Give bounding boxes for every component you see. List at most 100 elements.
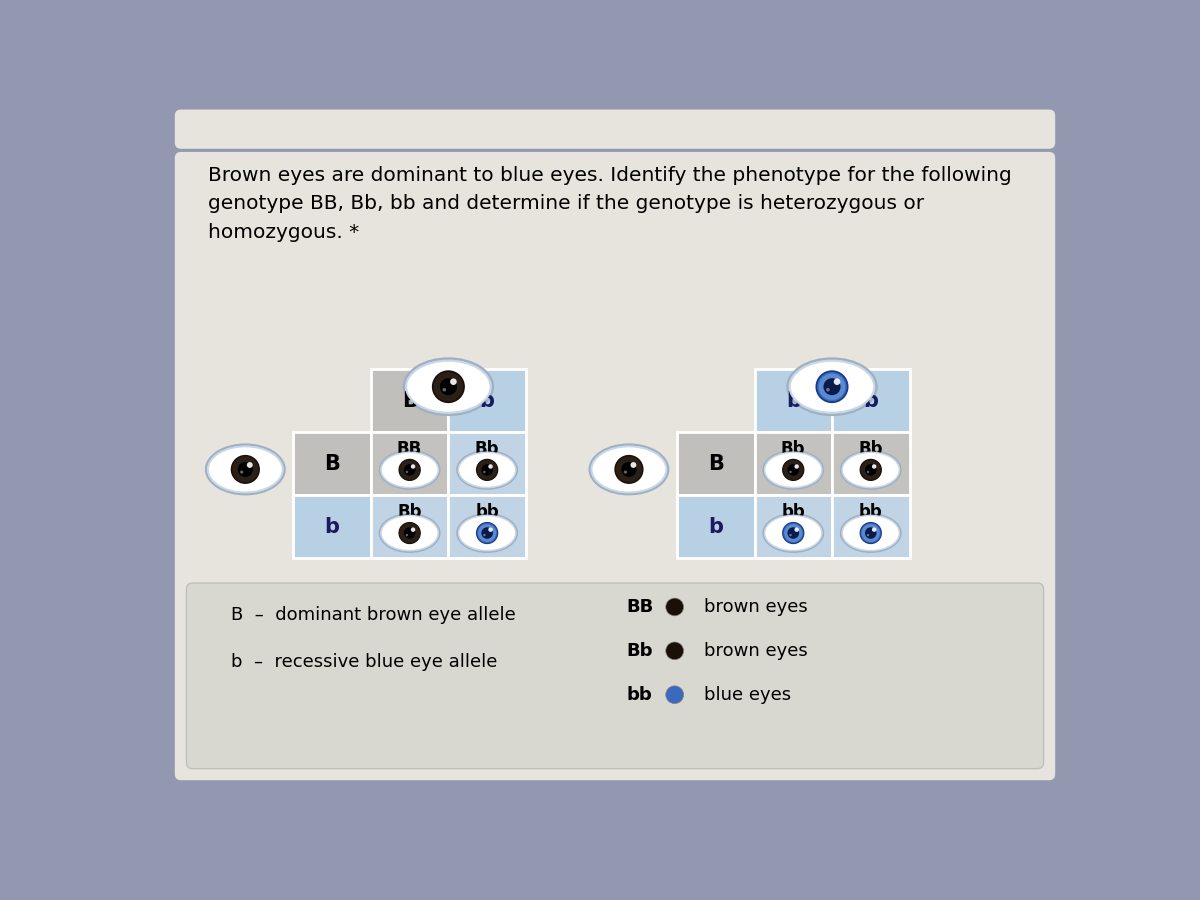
Bar xyxy=(755,432,832,495)
Circle shape xyxy=(488,527,493,532)
Bar xyxy=(755,369,832,432)
Circle shape xyxy=(238,462,253,477)
Bar xyxy=(832,495,910,558)
Text: Bb: Bb xyxy=(397,503,422,521)
Text: blue eyes: blue eyes xyxy=(704,686,791,704)
FancyBboxPatch shape xyxy=(175,152,1055,780)
Circle shape xyxy=(232,455,259,483)
Bar xyxy=(832,369,910,432)
Circle shape xyxy=(400,523,420,544)
Circle shape xyxy=(400,459,420,481)
Text: bb: bb xyxy=(859,503,883,521)
Ellipse shape xyxy=(592,446,666,492)
Circle shape xyxy=(404,464,415,476)
Circle shape xyxy=(865,464,876,476)
Ellipse shape xyxy=(790,361,875,413)
Bar xyxy=(677,432,755,495)
Circle shape xyxy=(826,388,829,392)
Bar xyxy=(832,432,910,495)
FancyBboxPatch shape xyxy=(175,110,1055,148)
Ellipse shape xyxy=(406,361,491,413)
Text: brown eyes: brown eyes xyxy=(704,642,808,660)
Circle shape xyxy=(450,378,457,385)
Bar xyxy=(449,369,526,432)
Text: Bb: Bb xyxy=(858,440,883,458)
Circle shape xyxy=(484,534,486,536)
Ellipse shape xyxy=(842,453,899,488)
Circle shape xyxy=(476,459,498,481)
Circle shape xyxy=(410,464,415,469)
Circle shape xyxy=(834,378,840,385)
Circle shape xyxy=(666,642,684,660)
Circle shape xyxy=(782,523,804,544)
Text: b: b xyxy=(863,391,878,410)
Circle shape xyxy=(794,527,799,532)
Text: B: B xyxy=(402,391,418,410)
Circle shape xyxy=(240,471,244,473)
Circle shape xyxy=(787,464,799,476)
Circle shape xyxy=(484,471,486,473)
Circle shape xyxy=(476,523,498,544)
Bar xyxy=(371,495,449,558)
Circle shape xyxy=(787,527,799,539)
Circle shape xyxy=(866,471,869,473)
Bar xyxy=(293,432,371,495)
Circle shape xyxy=(624,471,626,473)
Circle shape xyxy=(860,459,881,481)
Text: Bb: Bb xyxy=(781,440,805,458)
Text: BB: BB xyxy=(397,440,422,458)
Circle shape xyxy=(782,459,804,481)
Text: bb: bb xyxy=(626,686,653,704)
Circle shape xyxy=(410,527,415,532)
Circle shape xyxy=(785,524,803,542)
Circle shape xyxy=(865,527,876,539)
Circle shape xyxy=(818,374,845,400)
Ellipse shape xyxy=(764,453,822,488)
Bar xyxy=(371,432,449,495)
Circle shape xyxy=(404,527,415,539)
Circle shape xyxy=(823,378,840,395)
Circle shape xyxy=(790,534,792,536)
Ellipse shape xyxy=(764,516,822,551)
Ellipse shape xyxy=(208,446,283,492)
Text: Bb: Bb xyxy=(475,440,499,458)
Circle shape xyxy=(622,462,636,477)
Circle shape xyxy=(872,464,876,469)
Circle shape xyxy=(630,462,636,468)
Bar xyxy=(677,495,755,558)
Text: b: b xyxy=(325,517,340,537)
Circle shape xyxy=(481,527,493,539)
Circle shape xyxy=(790,471,792,473)
Text: b: b xyxy=(708,517,724,537)
FancyBboxPatch shape xyxy=(186,583,1044,769)
Circle shape xyxy=(816,371,847,402)
Circle shape xyxy=(443,388,446,392)
Text: b: b xyxy=(786,391,800,410)
Circle shape xyxy=(406,471,408,473)
Circle shape xyxy=(481,464,493,476)
Circle shape xyxy=(440,378,457,395)
Circle shape xyxy=(666,598,684,616)
Bar xyxy=(449,495,526,558)
Text: bb: bb xyxy=(475,503,499,521)
Circle shape xyxy=(794,464,799,469)
Text: B: B xyxy=(324,454,340,473)
Circle shape xyxy=(488,464,493,469)
Circle shape xyxy=(247,462,253,468)
Ellipse shape xyxy=(380,516,438,551)
Circle shape xyxy=(616,455,643,483)
Bar xyxy=(755,495,832,558)
Text: bb: bb xyxy=(781,503,805,521)
Circle shape xyxy=(872,527,876,532)
Circle shape xyxy=(666,686,684,704)
Circle shape xyxy=(406,534,408,536)
Text: genotype BB, Bb, bb and determine if the genotype is heterozygous or: genotype BB, Bb, bb and determine if the… xyxy=(208,194,924,213)
Text: b: b xyxy=(480,391,494,410)
Circle shape xyxy=(433,371,464,402)
Bar xyxy=(449,432,526,495)
Ellipse shape xyxy=(458,453,516,488)
Bar xyxy=(371,369,449,432)
Text: brown eyes: brown eyes xyxy=(704,598,808,616)
Ellipse shape xyxy=(380,453,438,488)
Circle shape xyxy=(478,524,496,542)
